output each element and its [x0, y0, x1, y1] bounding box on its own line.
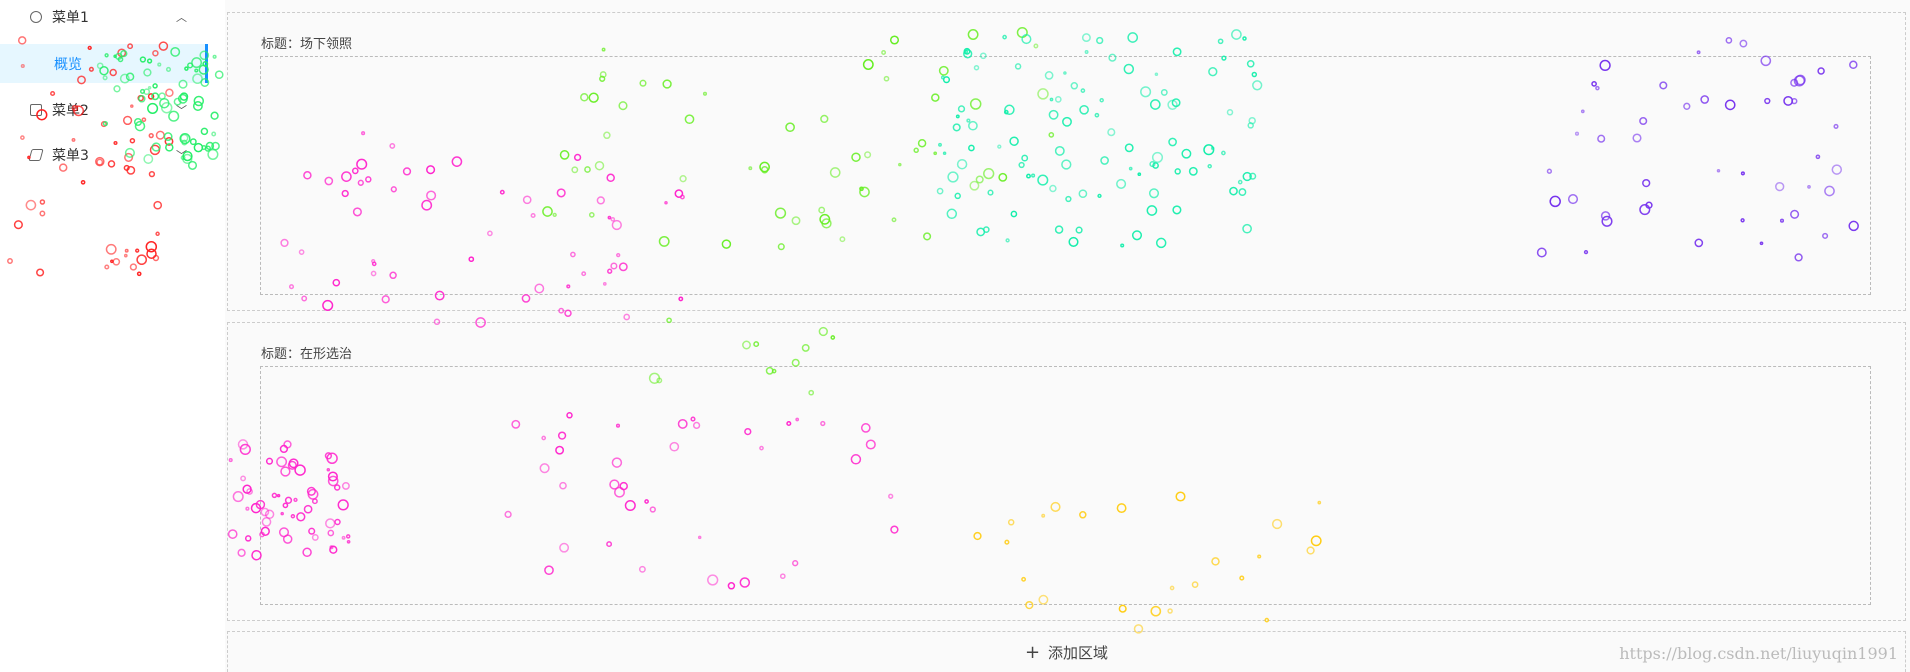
panel-title: 标题：场下领照 — [261, 37, 353, 52]
watermark: https://blog.csdn.net/liuyuqin1991 — [1619, 644, 1898, 663]
panel: 标题：场下领照 — [227, 12, 1906, 311]
menu[interactable]: 菜单2 ﹀ — [0, 93, 225, 127]
menu[interactable]: 菜单1 ︿ — [0, 0, 225, 34]
panel-area — [260, 366, 1871, 605]
menu-label: 菜单2 — [52, 103, 89, 119]
menu-item-label: 概览 — [54, 56, 82, 73]
panel-area — [260, 56, 1871, 295]
panel-title: 标题：在形选治 — [261, 347, 353, 362]
particle — [564, 309, 572, 317]
sidebar: 菜单1 ︿ 概览 菜单2 ﹀ 菜单3 ﹀ — [0, 0, 225, 672]
menu-label: 菜单1 — [52, 10, 89, 26]
particle — [623, 313, 631, 321]
add-area-button[interactable]: + 添加区域 — [227, 631, 1906, 672]
menu-item[interactable]: 概览 — [0, 44, 208, 83]
add-area-label: 添加区域 — [1048, 643, 1109, 662]
panel: 标题：在形选治 — [227, 322, 1906, 621]
menu[interactable]: 菜单3 ﹀ — [0, 138, 225, 172]
menu-label: 菜单3 — [52, 148, 89, 164]
